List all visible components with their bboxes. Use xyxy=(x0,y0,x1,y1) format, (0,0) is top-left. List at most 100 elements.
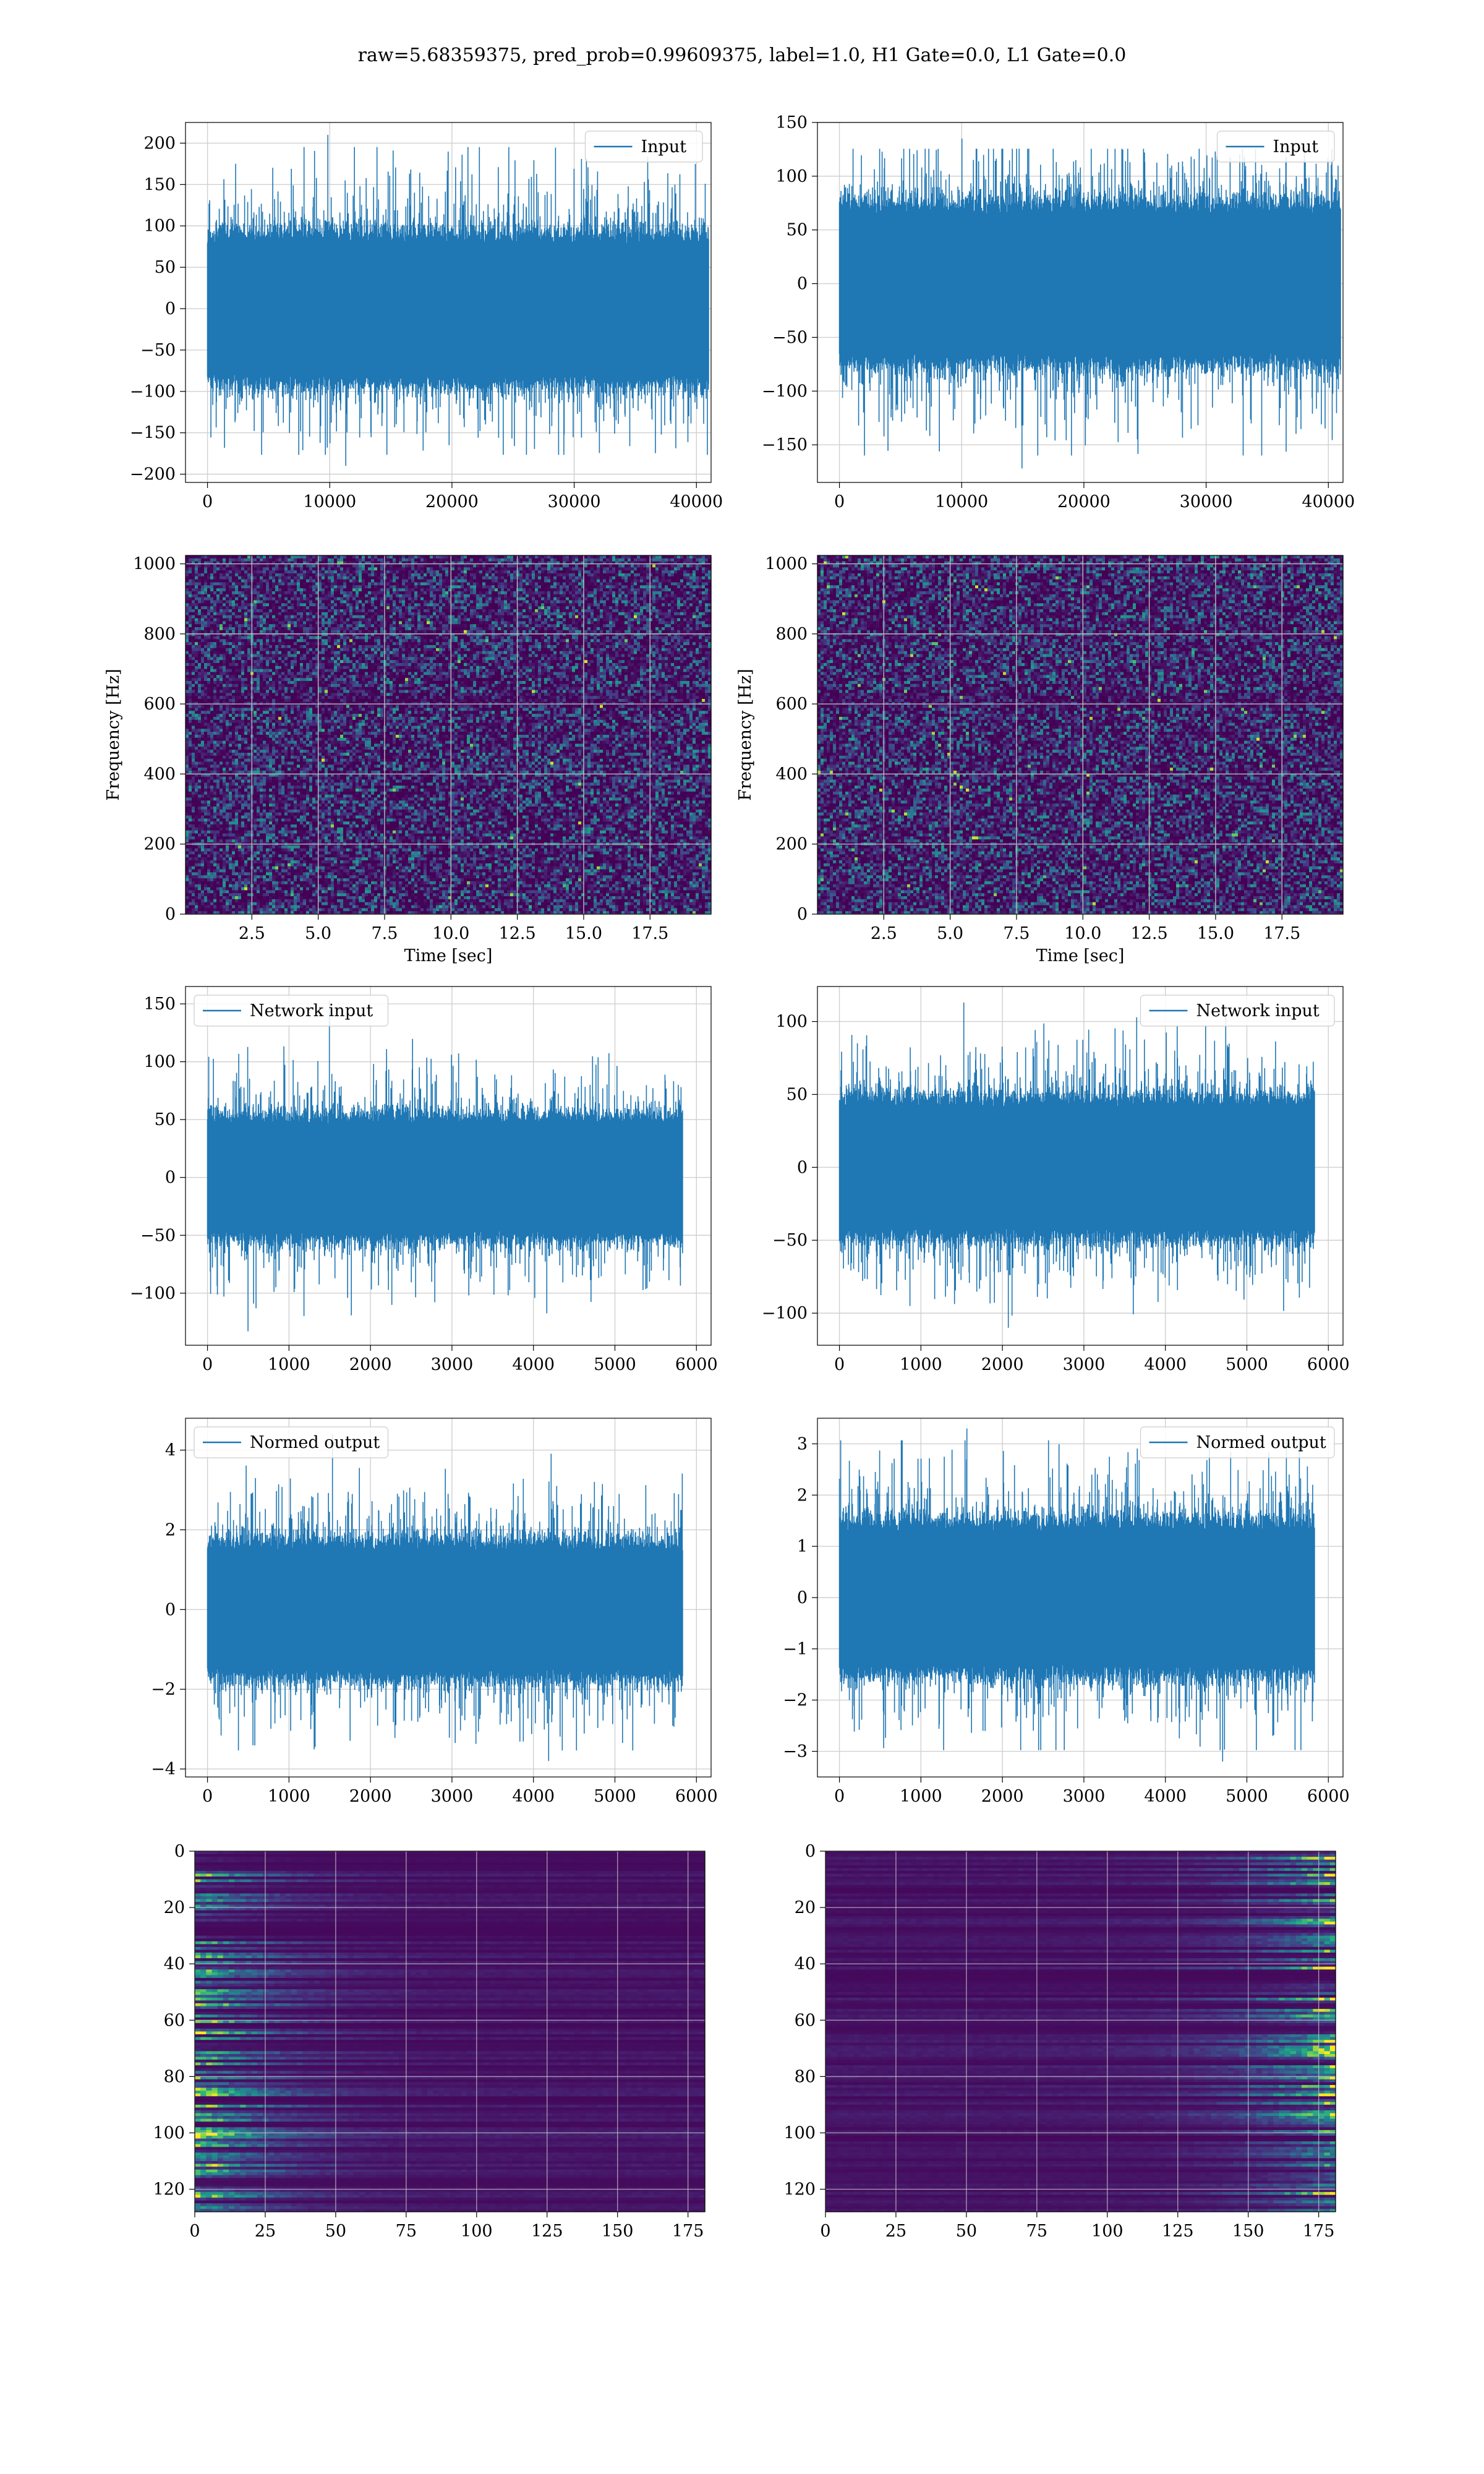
heatmap-cell xyxy=(201,555,205,559)
heatmap-cell xyxy=(671,555,675,559)
heatmap-cell xyxy=(337,565,341,568)
heatmap-cell xyxy=(207,559,211,562)
heatmap-cell xyxy=(603,565,607,568)
heatmap-cell xyxy=(371,555,375,559)
y-tick-label: −100 xyxy=(130,382,176,401)
heatmap-cell xyxy=(433,559,437,562)
heatmap-cell xyxy=(278,555,282,559)
heatmap-cell xyxy=(686,559,690,562)
heatmap-cell xyxy=(260,565,263,568)
heatmap-cell xyxy=(569,565,573,568)
heatmap-cell xyxy=(603,555,607,559)
heatmap-cell xyxy=(507,555,511,559)
heatmap-cell xyxy=(427,555,430,559)
heatmap-cell xyxy=(522,559,526,562)
heatmap-cell xyxy=(189,555,192,559)
heatmap-cell xyxy=(210,555,214,559)
heatmap-cell xyxy=(504,559,508,562)
heatmap-cell xyxy=(322,559,325,562)
heatmap-cell xyxy=(591,565,594,568)
heatmap-cell xyxy=(275,565,279,568)
heatmap-cell xyxy=(556,555,560,559)
heatmap-cell xyxy=(198,565,202,568)
heatmap-cell xyxy=(343,559,347,562)
heatmap-cell xyxy=(365,559,369,562)
heatmap-cell xyxy=(479,565,483,568)
heatmap-cell xyxy=(247,555,251,559)
heatmap-cell xyxy=(386,555,390,559)
heatmap-cell xyxy=(220,565,223,568)
heatmap-cell xyxy=(535,559,539,562)
heatmap-cell xyxy=(238,567,242,570)
chart-input-l1: 0 10000 20000 30000 40000−150−100−5005010015… xyxy=(762,113,1355,511)
heatmap-cell xyxy=(247,567,251,570)
heatmap-cell xyxy=(257,559,260,562)
heatmap-cell xyxy=(430,555,433,559)
heatmap-cell xyxy=(454,565,458,568)
heatmap-cell xyxy=(207,567,211,570)
heatmap-cell xyxy=(615,559,619,562)
heatmap-cell xyxy=(238,555,242,559)
heatmap-cell xyxy=(325,565,328,568)
x-tick-label: 30000 xyxy=(548,492,601,511)
heatmap-cell xyxy=(674,559,678,562)
heatmap-cell xyxy=(485,555,489,559)
heatmap-cell xyxy=(291,559,294,562)
heatmap-cell xyxy=(643,555,647,559)
heatmap-cell xyxy=(454,559,458,562)
heatmap-cell xyxy=(405,559,409,562)
heatmap-cell xyxy=(665,565,668,568)
heatmap-cell xyxy=(216,565,220,568)
heatmap-cell xyxy=(368,565,372,568)
heatmap-cell xyxy=(640,565,644,568)
heatmap-cell xyxy=(699,565,702,568)
heatmap-cell xyxy=(686,565,690,568)
x-tick-label: 20000 xyxy=(1057,492,1111,511)
heatmap-cell xyxy=(325,555,328,559)
heatmap-cell xyxy=(513,565,517,568)
legend-label: Input xyxy=(1273,137,1319,156)
heatmap-cell xyxy=(352,555,356,559)
heatmap-cell xyxy=(572,555,576,559)
heatmap-cell xyxy=(427,565,430,568)
heatmap-cell xyxy=(417,565,421,568)
heatmap-cell xyxy=(461,559,464,562)
heatmap-cell xyxy=(578,565,582,568)
heatmap-cell xyxy=(269,559,273,562)
x-tick-label: 10000 xyxy=(303,492,356,511)
heatmap-cell xyxy=(702,555,706,559)
heatmap-cell xyxy=(198,559,202,562)
heatmap-cell xyxy=(383,559,387,562)
y-tick-label: −50 xyxy=(140,341,176,360)
heatmap-cell xyxy=(643,559,647,562)
heatmap-cell xyxy=(356,565,359,568)
heatmap-cell xyxy=(532,565,535,568)
heatmap-cell xyxy=(689,559,693,562)
heatmap-cell xyxy=(609,555,613,559)
heatmap-cell xyxy=(488,555,492,559)
heatmap-cell xyxy=(216,567,220,570)
heatmap-cell xyxy=(281,559,285,562)
heatmap-cell xyxy=(442,565,446,568)
heatmap-cell xyxy=(594,559,597,562)
heatmap-cell xyxy=(340,565,344,568)
heatmap-cell xyxy=(207,555,211,559)
heatmap-cell xyxy=(408,559,412,562)
heatmap-cell xyxy=(532,555,535,559)
heatmap-cell xyxy=(417,559,421,562)
heatmap-cell xyxy=(609,559,613,562)
heatmap-cell xyxy=(408,565,412,568)
heatmap-cell xyxy=(662,565,665,568)
heatmap-cell xyxy=(467,559,471,562)
heatmap-cell xyxy=(584,555,588,559)
heatmap-cell xyxy=(637,555,641,559)
x-tick-label: 40000 xyxy=(1302,492,1355,511)
heatmap-cell xyxy=(526,559,529,562)
heatmap-cell xyxy=(386,565,390,568)
heatmap-cell xyxy=(325,559,328,562)
heatmap-cell xyxy=(257,555,260,559)
heatmap-cell xyxy=(522,555,526,559)
heatmap-cell xyxy=(235,559,239,562)
heatmap-cell xyxy=(201,559,205,562)
heatmap-cell xyxy=(312,565,316,568)
